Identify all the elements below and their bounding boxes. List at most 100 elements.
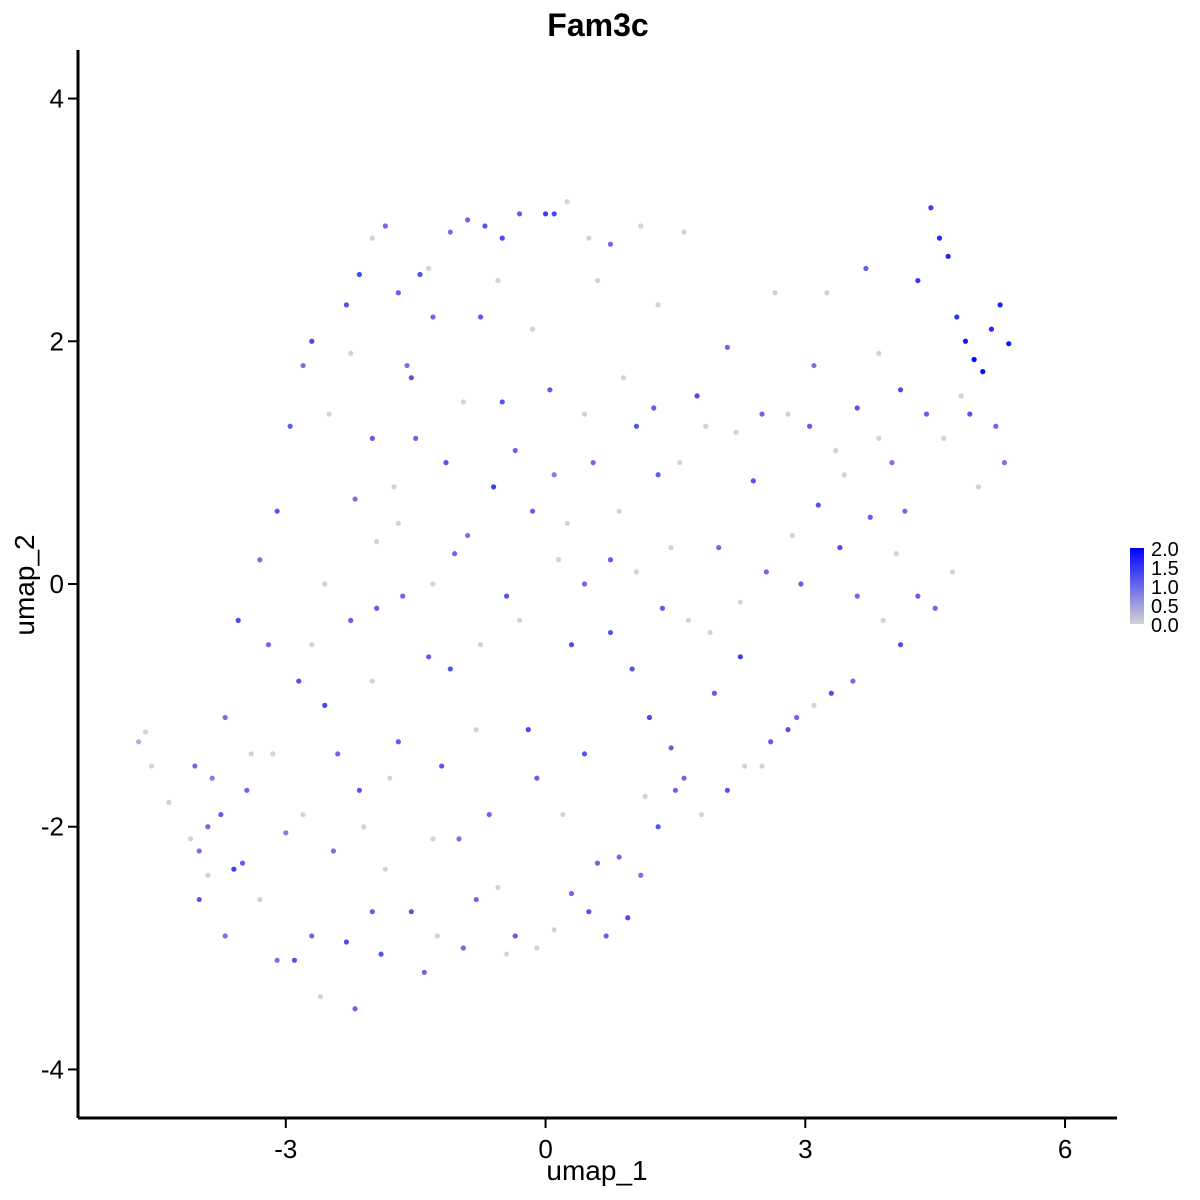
cell-point: [460, 945, 466, 951]
cell-point: [421, 969, 427, 975]
cell-point: [785, 411, 791, 417]
cell-point: [447, 229, 453, 235]
cell-point: [248, 751, 254, 757]
legend-label: 0.0: [1151, 615, 1179, 637]
cell-point: [733, 429, 739, 435]
cell-point: [897, 642, 904, 648]
cell-point: [486, 811, 492, 818]
cell-point: [716, 544, 722, 551]
cell-point: [607, 557, 614, 563]
cell-point: [616, 854, 622, 860]
cell-point: [581, 581, 588, 587]
cell-point: [274, 957, 280, 963]
cell-point: [737, 599, 743, 605]
cell-point: [694, 393, 700, 399]
cell-point: [923, 411, 930, 417]
cell-point: [512, 447, 518, 454]
cell-point: [356, 271, 362, 278]
cell-point: [460, 399, 466, 405]
cell-point: [724, 344, 730, 350]
cell-point: [815, 502, 821, 508]
cell-point: [369, 909, 375, 915]
legend-label: 2.0: [1151, 539, 1179, 561]
cell-point: [625, 915, 631, 921]
x-tick-label: 6: [1058, 1134, 1072, 1164]
cell-point: [512, 933, 518, 939]
cell-point: [759, 411, 765, 417]
cell-point: [300, 362, 306, 369]
legend-label: 1.5: [1151, 558, 1179, 580]
cell-point: [988, 326, 995, 332]
cell-point: [949, 569, 956, 575]
cell-point: [361, 824, 367, 830]
cell-point: [400, 593, 406, 599]
cell-point: [430, 314, 436, 320]
cell-point: [854, 405, 860, 411]
cell-point: [387, 775, 393, 781]
cell-point: [629, 666, 635, 672]
cell-point: [395, 290, 401, 296]
cell-point: [317, 994, 324, 1000]
cell-point: [222, 933, 228, 939]
cell-point: [837, 544, 843, 551]
cell-point: [300, 811, 306, 818]
x-tick-label: 3: [798, 1134, 812, 1164]
cell-point: [807, 423, 813, 429]
cell-point: [187, 836, 194, 842]
cell-point: [677, 460, 683, 466]
cell-point: [499, 235, 505, 241]
cell-point: [655, 302, 661, 308]
cell-point: [209, 775, 215, 781]
cell-point: [309, 642, 315, 648]
cell-point: [828, 690, 834, 696]
cell-point: [478, 642, 484, 648]
cell-point: [603, 933, 609, 939]
cell-point: [1006, 341, 1012, 347]
cell-point: [478, 314, 484, 320]
cell-point: [785, 727, 791, 733]
legend-label: 1.0: [1151, 577, 1179, 599]
cell-point: [551, 472, 557, 478]
cell-point: [408, 375, 414, 381]
cell-point: [638, 872, 644, 878]
cell-point: [902, 508, 908, 514]
cell-point: [742, 763, 748, 769]
cell-point: [897, 387, 904, 393]
cell-point: [586, 235, 592, 241]
cell-point: [417, 271, 423, 278]
cell-point: [516, 211, 523, 217]
cell-point: [395, 520, 401, 526]
cell-point: [655, 824, 661, 830]
cell-point: [698, 811, 705, 818]
y-tick-label: 4: [50, 84, 64, 114]
cell-point: [408, 909, 414, 915]
cell-point: [296, 678, 302, 684]
cell-point: [633, 423, 640, 429]
cell-point: [283, 830, 289, 836]
cell-point: [798, 581, 804, 587]
cell-point: [893, 551, 899, 557]
cell-point: [551, 927, 557, 933]
cell-point: [391, 484, 397, 490]
cell-point: [222, 714, 228, 721]
cell-point: [607, 629, 614, 636]
cell-point: [928, 205, 934, 211]
cell-point: [841, 472, 847, 478]
cell-point: [594, 860, 601, 866]
cell-point: [465, 217, 471, 223]
cell-point: [378, 951, 384, 957]
cell-point: [551, 211, 557, 217]
legend-label: 0.5: [1151, 596, 1179, 618]
cell-point: [980, 369, 986, 375]
y-tick-label: -2: [41, 812, 64, 842]
cell-point: [534, 945, 540, 951]
cell-point: [482, 223, 488, 229]
cell-point: [1001, 460, 1008, 466]
cell-point: [434, 933, 440, 939]
cell-point: [343, 302, 350, 308]
cell-point: [309, 338, 315, 344]
cell-point: [863, 265, 869, 272]
x-tick-label: 0: [538, 1134, 552, 1164]
cell-point: [343, 939, 350, 945]
